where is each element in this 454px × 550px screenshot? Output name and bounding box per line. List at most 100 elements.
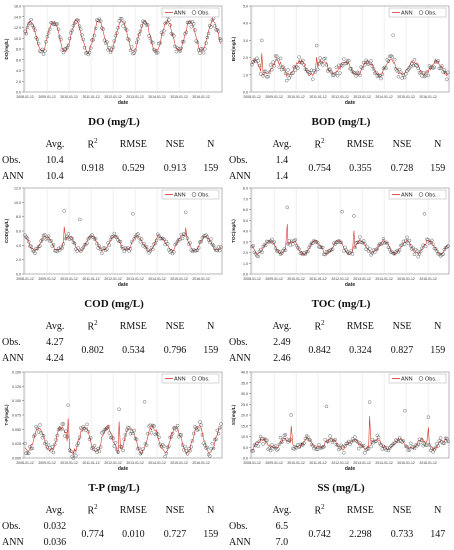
obs-point xyxy=(92,237,97,241)
obs-point xyxy=(347,58,351,63)
obs-point xyxy=(361,443,366,448)
obs-point xyxy=(263,69,268,73)
obs-point xyxy=(97,244,102,248)
legend-ann-label: ANN xyxy=(401,11,413,17)
obs-point xyxy=(330,247,335,251)
obs-point xyxy=(298,60,303,65)
obs-point xyxy=(267,70,272,74)
obs-point xyxy=(251,60,255,64)
obs-point xyxy=(258,72,263,76)
obs-point xyxy=(206,452,211,457)
obs-point xyxy=(164,20,169,25)
obs-point xyxy=(128,48,133,53)
obs-point xyxy=(65,435,69,439)
obs-point xyxy=(275,54,279,58)
obs-point xyxy=(163,454,167,459)
obs-point xyxy=(77,435,82,439)
obs-point xyxy=(401,439,406,443)
obs-point xyxy=(195,40,200,44)
obs-point xyxy=(254,252,258,256)
header-n: N xyxy=(434,504,442,516)
x-tick-label: 2013-01-12 xyxy=(353,277,370,281)
obs-point xyxy=(152,424,156,428)
obs-point xyxy=(400,440,404,444)
obs-point xyxy=(121,24,125,28)
header-rmse: RMSE xyxy=(119,138,147,150)
obs-point xyxy=(209,237,213,241)
obs-point xyxy=(285,78,289,83)
obs-point xyxy=(162,29,166,33)
obs-point xyxy=(380,72,384,76)
y-axis-label: BOD(mg/L) xyxy=(231,36,236,61)
obs-point xyxy=(98,19,103,23)
obs-point xyxy=(438,436,443,440)
obs-point xyxy=(318,245,322,249)
obs-point xyxy=(86,430,90,434)
obs-point xyxy=(361,239,366,243)
obs-point xyxy=(358,73,362,77)
obs-point xyxy=(163,242,167,247)
obs-point xyxy=(142,400,147,404)
obs-point xyxy=(396,439,401,444)
chart-panel-cod: 0.0 2.0 4.0 6.0 8.0 10.0 12.0 2008-01-12 2009-01… xyxy=(2,182,226,364)
obs-point xyxy=(157,234,161,238)
obs-point xyxy=(356,71,361,75)
obs-point xyxy=(327,438,331,443)
obs-point xyxy=(49,239,53,243)
x-tick-label: 2011-01-12 xyxy=(83,461,100,465)
obs-point xyxy=(288,437,293,442)
stats-table: Avg. R2 RMSE NSE N Obs. 10.4 0.918 0.529 0.913 159… xyxy=(2,136,226,184)
obs-point xyxy=(153,49,157,53)
obs-point xyxy=(78,217,82,222)
obs-point xyxy=(400,243,404,247)
obs-point xyxy=(29,17,33,22)
obs-point xyxy=(334,65,339,70)
obs-point xyxy=(306,249,310,254)
obs-point xyxy=(72,241,77,246)
obs-point xyxy=(107,243,112,247)
obs-point xyxy=(103,427,108,432)
obs-point xyxy=(33,433,37,437)
obs-point xyxy=(335,443,340,447)
obs-point xyxy=(290,239,294,244)
obs-point xyxy=(219,38,223,43)
obs-point xyxy=(92,33,97,38)
obs-point xyxy=(29,244,33,248)
chart-title: T-P (mg/L) xyxy=(88,482,140,494)
obs-point xyxy=(329,70,334,74)
obs-point xyxy=(292,64,296,69)
obs-point xyxy=(89,46,93,50)
obs-point xyxy=(199,239,203,244)
obs-point xyxy=(219,245,223,249)
obs-point xyxy=(250,449,254,453)
obs-point xyxy=(402,242,407,246)
x-tick-label: 2009-01-12 xyxy=(38,461,55,465)
obs-point xyxy=(311,241,315,245)
n-value: 159 xyxy=(430,162,446,174)
obs-point xyxy=(50,244,54,248)
obs-point xyxy=(420,74,424,78)
obs-point xyxy=(421,71,425,75)
r2-superscript: 2 xyxy=(321,319,325,328)
legend-ann-label: ANN xyxy=(401,377,413,383)
x-tick-label: 2010-01-12 xyxy=(60,461,77,465)
chart-panel-tp: 0.000 0.025 0.050 0.075 0.100 0.125 0.150 2008-… xyxy=(2,366,226,548)
y-tick-label: 3.0 xyxy=(243,39,248,43)
obs-point xyxy=(76,246,81,250)
row-label-ann: ANN xyxy=(2,170,24,182)
obs-point xyxy=(179,46,184,51)
obs-avg: 2.49 xyxy=(273,336,291,348)
obs-point xyxy=(122,20,126,25)
obs-point xyxy=(132,51,136,55)
obs-point xyxy=(363,242,367,246)
plot-area xyxy=(23,187,223,275)
row-label-obs: Obs. xyxy=(2,154,21,166)
obs-point xyxy=(283,71,288,76)
obs-point xyxy=(342,249,346,253)
rmse-value: 2.298 xyxy=(349,528,372,540)
obs-point xyxy=(141,447,145,451)
obs-point xyxy=(134,437,139,441)
x-tick-label: 2013-01-12 xyxy=(126,461,143,465)
row-label-obs: Obs. xyxy=(229,520,248,532)
x-tick-label: 2010-01-12 xyxy=(60,277,77,281)
